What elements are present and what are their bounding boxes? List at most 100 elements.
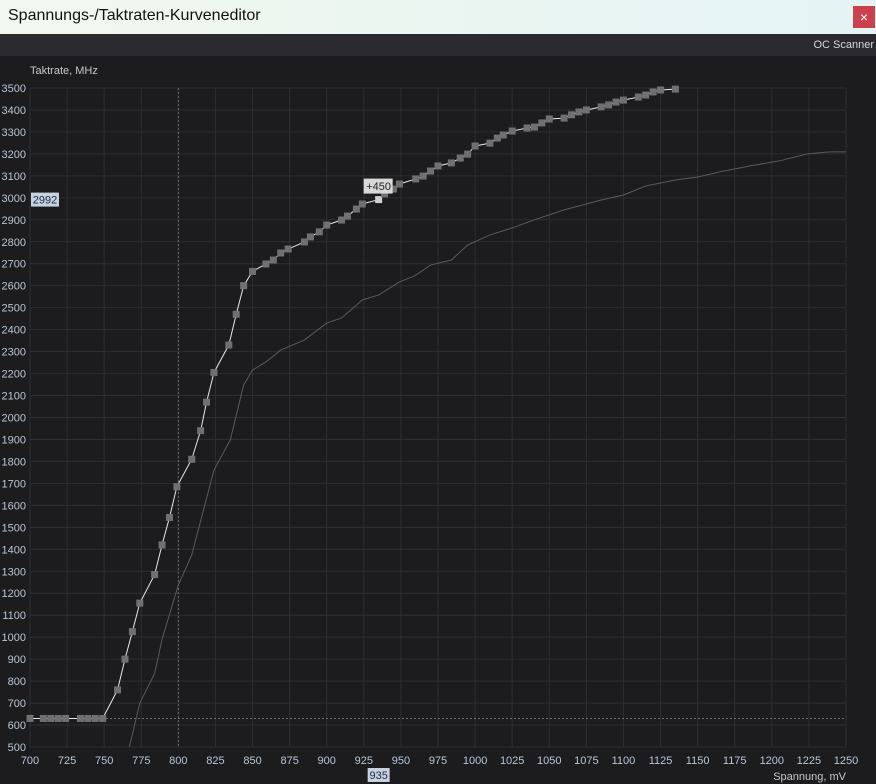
x-axis-label: Spannung, mV xyxy=(773,771,846,783)
curve-point[interactable] xyxy=(560,114,568,122)
y-tick-label: 1400 xyxy=(2,544,26,556)
x-tick-label: 1075 xyxy=(574,755,598,767)
x-tick-label: 750 xyxy=(95,755,113,767)
selected-voltage-marker-bg xyxy=(367,768,390,782)
curve-point[interactable] xyxy=(434,162,442,170)
curve-point[interactable] xyxy=(493,134,501,142)
curve-point[interactable] xyxy=(151,571,159,579)
curve-point[interactable] xyxy=(412,175,420,183)
curve-point[interactable] xyxy=(203,398,211,406)
curve-point[interactable] xyxy=(471,142,479,150)
curve-point[interactable] xyxy=(47,714,55,722)
curve-point[interactable] xyxy=(538,119,546,127)
curve-point[interactable] xyxy=(300,238,308,246)
curve-point[interactable] xyxy=(158,541,166,549)
curve-point[interactable] xyxy=(634,93,642,101)
curve-point[interactable] xyxy=(99,714,107,722)
curve-point[interactable] xyxy=(188,455,196,463)
y-tick-label: 1200 xyxy=(2,588,26,600)
curve-point[interactable] xyxy=(84,714,92,722)
curve-point[interactable] xyxy=(249,267,257,275)
x-tick-label: 950 xyxy=(392,755,410,767)
curve-point[interactable] xyxy=(582,106,590,114)
curve-point[interactable] xyxy=(39,714,47,722)
curve-point[interactable] xyxy=(530,123,538,131)
curve-point[interactable] xyxy=(54,714,62,722)
curve-point[interactable] xyxy=(225,341,233,349)
curve-point[interactable] xyxy=(381,190,389,198)
y-tick-label: 2200 xyxy=(2,369,26,381)
curve-point[interactable] xyxy=(352,205,360,213)
x-tick-label: 1100 xyxy=(612,755,636,767)
y-tick-label: 2300 xyxy=(2,347,26,359)
curve-point[interactable] xyxy=(545,115,553,123)
curve-point[interactable] xyxy=(575,108,583,116)
curve-point[interactable] xyxy=(612,98,620,106)
curve-point[interactable] xyxy=(486,139,494,147)
curve-point[interactable] xyxy=(456,154,464,162)
curve-point[interactable] xyxy=(315,228,323,236)
curve-point[interactable] xyxy=(358,200,366,208)
curve-point[interactable] xyxy=(343,212,351,220)
curve-point[interactable] xyxy=(62,714,70,722)
curve-point[interactable] xyxy=(568,111,576,119)
curve-point[interactable] xyxy=(114,686,122,694)
offset-tooltip: +450 xyxy=(366,181,391,193)
y-tick-label: 3400 xyxy=(2,105,26,117)
curve-point[interactable] xyxy=(323,221,331,229)
curve-point[interactable] xyxy=(277,249,285,257)
curve-point[interactable] xyxy=(523,124,531,132)
curve-point[interactable] xyxy=(128,628,136,636)
x-tick-label: 1000 xyxy=(463,755,487,767)
curve-point[interactable] xyxy=(649,88,657,96)
curve-point[interactable] xyxy=(447,159,455,167)
curve-point[interactable] xyxy=(338,216,346,224)
curve-point[interactable] xyxy=(91,714,99,722)
y-tick-label: 800 xyxy=(8,676,26,688)
curve-point[interactable] xyxy=(269,256,277,264)
curve-point[interactable] xyxy=(136,599,144,607)
curve-point[interactable] xyxy=(284,245,292,253)
selected-voltage-marker: 935 xyxy=(369,770,387,782)
curve-point[interactable] xyxy=(642,91,650,99)
curve-point[interactable] xyxy=(419,172,427,180)
curve-point[interactable] xyxy=(395,180,403,188)
x-tick-label: 1025 xyxy=(500,755,524,767)
close-button[interactable]: × xyxy=(853,6,875,28)
y-tick-label: 1900 xyxy=(2,434,26,446)
curve-point[interactable] xyxy=(197,427,205,435)
curve-point[interactable] xyxy=(427,167,435,175)
offset-tooltip-bg xyxy=(363,178,393,194)
vf-curve-chart[interactable]: 500 600 700 800 900 1000 1100 1200 1300 1400 1500 1… xyxy=(0,56,876,784)
x-tick-label: 775 xyxy=(132,755,150,767)
curve-point[interactable] xyxy=(121,655,129,663)
y-tick-label: 1300 xyxy=(2,566,26,578)
y-axis-label: Taktrate, MHz xyxy=(30,65,98,77)
oc-scanner-button[interactable]: OC Scanner xyxy=(813,39,874,51)
curve-point[interactable] xyxy=(619,96,627,104)
title-bar: Spannungs-/Taktraten-Kurveneditor × xyxy=(0,0,876,34)
selected-curve-point[interactable] xyxy=(375,196,383,204)
toolbar: OC Scanner xyxy=(0,34,876,56)
curve-point[interactable] xyxy=(597,103,605,111)
curve-point[interactable] xyxy=(499,131,507,139)
series[interactable] xyxy=(26,85,847,748)
curve-point[interactable] xyxy=(76,714,84,722)
curve-point[interactable] xyxy=(389,185,397,193)
curve-point[interactable] xyxy=(26,714,34,722)
curve-point[interactable] xyxy=(232,310,240,318)
curve-point[interactable] xyxy=(605,101,613,109)
grid xyxy=(29,87,847,748)
curve-point[interactable] xyxy=(657,86,665,94)
curve-point[interactable] xyxy=(240,282,248,290)
curve-point[interactable] xyxy=(508,127,516,135)
curve-point[interactable] xyxy=(464,150,472,158)
curve-point[interactable] xyxy=(306,233,314,241)
curve-point[interactable] xyxy=(210,368,218,376)
curve-point[interactable] xyxy=(262,260,270,268)
curve-point[interactable] xyxy=(173,483,181,491)
x-tick-label: 875 xyxy=(280,755,298,767)
curve-point[interactable] xyxy=(671,85,679,93)
y-tick-label: 3200 xyxy=(2,149,26,161)
curve-point[interactable] xyxy=(165,513,173,521)
